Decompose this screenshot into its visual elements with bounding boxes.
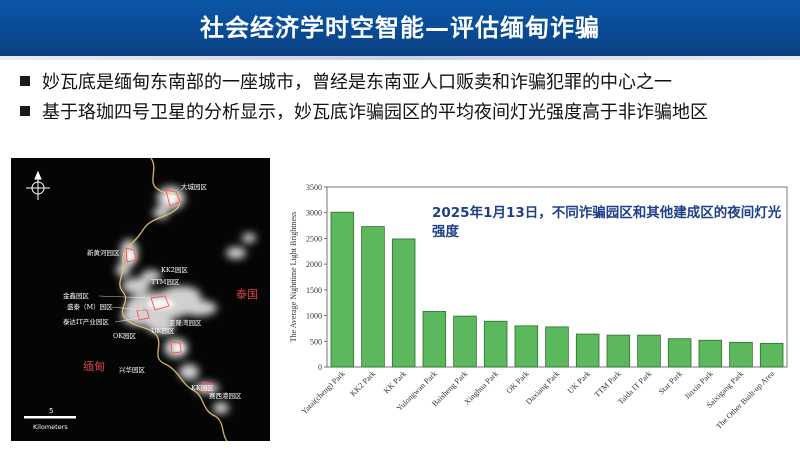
bar	[606, 334, 631, 368]
bar	[759, 342, 784, 368]
title-banner: 社会经济学时空智能—评估缅甸诈骗	[0, 0, 800, 60]
x-tick-label: OK Park	[504, 369, 530, 395]
slide-title: 社会经济学时空智能—评估缅甸诈骗	[200, 14, 600, 42]
map-label-saixi: 赛西港园区	[209, 391, 242, 400]
bullet-text: 妙瓦底是缅甸东南部的一座城市，曾经是东南亚人口贩卖和诈骗犯罪的中心之一	[42, 72, 672, 93]
y-tick-label: 500	[310, 337, 322, 346]
city-lights	[116, 186, 256, 414]
chart-annotation: 2025年1月13日，不同诈骗园区和其他建成区的夜间灯光强度	[432, 205, 782, 240]
bar	[637, 334, 661, 368]
bar	[361, 226, 385, 368]
map-label-shengtai: 盛泰（M）园区	[67, 302, 113, 311]
map-label-dacheng: 大城园区	[181, 182, 208, 191]
bullet-list: 妙瓦底是缅甸东南部的一座城市，曾经是东南亚人口贩卖和诈骗犯罪的中心之一 基于珞珈…	[18, 66, 788, 126]
map-label-ttm: TTM园区	[151, 278, 180, 286]
y-tick-label: 1500	[306, 286, 322, 295]
map-label-xinhuang: 新黄河园区	[87, 248, 120, 257]
bar	[483, 320, 508, 368]
scale-value: 5	[49, 407, 53, 415]
x-tick-label: Star Park	[657, 369, 684, 396]
y-tick-label: 1000	[306, 312, 322, 321]
x-tick-label: The Other Built-up Area	[714, 369, 776, 431]
nightlight-map: 大城园区 新黄河园区 KK2园区 TTM园区 金鑫园区 盛泰（M）园区 泰达IT…	[11, 158, 270, 441]
y-tick-label: 3500	[306, 183, 322, 192]
bar	[575, 333, 600, 368]
bar	[545, 326, 569, 368]
bar	[514, 325, 539, 368]
scale-bar: 5 Kilometers	[24, 407, 76, 431]
bar-chart: The Average Nighttime Light Brightness 0…	[282, 176, 792, 450]
bar	[391, 238, 416, 368]
bar	[330, 211, 355, 368]
map-svg: 大城园区 新黄河园区 KK2园区 TTM园区 金鑫园区 盛泰（M）园区 泰达IT…	[24, 158, 258, 441]
chart-svg: The Average Nighttime Light Brightness 0…	[289, 183, 788, 431]
map-label-xingfu: 兴华园区	[119, 365, 146, 374]
bullet-text: 基于珞珈四号卫星的分析显示，妙瓦底诈骗园区的平均夜间灯光强度高于非诈骗地区	[42, 102, 708, 123]
bar	[667, 338, 692, 368]
x-tick-label: TTM Park	[593, 369, 623, 399]
map-label-yalongwan: 亚隆湾园区	[169, 318, 202, 327]
x-tick-label: Yatai(cheng) Park	[300, 369, 347, 416]
x-tick-label: KK2 Park	[348, 369, 377, 398]
park-polygons	[125, 189, 213, 393]
bar	[453, 315, 477, 368]
map-label-ok: OK园区	[113, 332, 137, 340]
map-label-uk: UK园区	[151, 327, 175, 335]
map-label-taida: 泰达IT产业园区	[63, 317, 109, 326]
map-label-kk2: KK2园区	[161, 266, 188, 274]
y-tick-label: 0	[318, 363, 322, 372]
y-tick-label: 2000	[306, 260, 322, 269]
y-tick-label: 2500	[306, 234, 322, 243]
map-label-jinxin: 金鑫园区	[63, 291, 90, 300]
title-stripe	[0, 56, 800, 60]
bullet-item: 妙瓦底是缅甸东南部的一座城市，曾经是东南亚人口贩卖和诈骗犯罪的中心之一	[18, 66, 788, 96]
y-tick-label: 3000	[306, 209, 322, 218]
map-label-thailand: 泰国	[236, 287, 258, 301]
bullet-square-icon	[20, 106, 30, 116]
bar	[698, 339, 723, 368]
compass-icon	[26, 170, 50, 200]
map-label-myanmar: 缅甸	[83, 359, 105, 373]
bullet-item: 基于珞珈四号卫星的分析显示，妙瓦底诈骗园区的平均夜间灯光强度高于非诈骗地区	[18, 96, 788, 126]
bullet-square-icon	[20, 76, 30, 86]
y-axis-title: The Average Nighttime Light Brightness	[289, 212, 298, 343]
map-label-kk: KK园区	[191, 384, 214, 392]
scale-unit: Kilometers	[33, 423, 68, 431]
x-tick-label: Jinxin Park	[683, 369, 715, 401]
bar	[422, 311, 447, 368]
x-tick-label: UK Park	[566, 369, 592, 395]
x-tick-label: KK Park	[382, 369, 408, 395]
bar	[729, 341, 753, 368]
